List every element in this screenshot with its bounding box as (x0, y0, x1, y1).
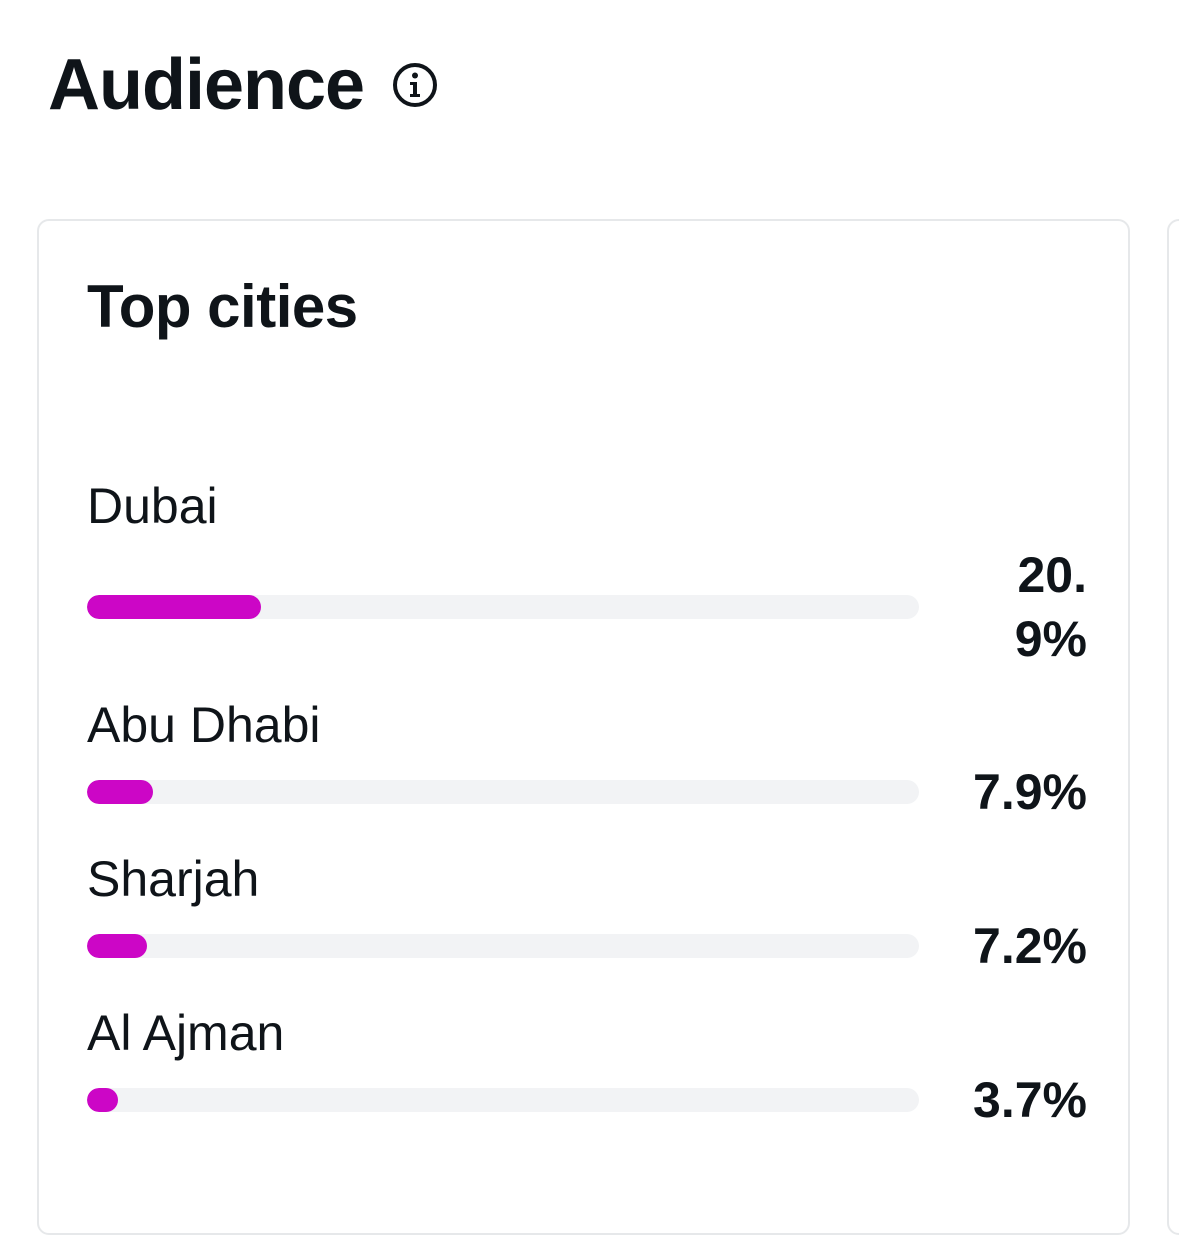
percent-bar-fill (87, 934, 147, 958)
percent-bar-track (87, 1088, 919, 1112)
page-header: Audience (48, 40, 438, 130)
percent-bar-track (87, 780, 919, 804)
percent-bar-track (87, 595, 919, 619)
city-name: Al Ajman (87, 1005, 285, 1061)
percent-bar-fill (87, 1088, 118, 1112)
next-card-edge[interactable] (1167, 219, 1179, 1235)
info-icon[interactable] (392, 62, 438, 108)
percent-value: 7.2% (973, 918, 1087, 974)
percent-value: 3.7% (973, 1072, 1087, 1128)
city-name: Sharjah (87, 851, 260, 907)
page-title: Audience (48, 45, 365, 125)
percent-bar-fill (87, 780, 153, 804)
top-cities-card: Top cities Dubai 20.9% Abu Dhabi 7.9% Sh… (37, 219, 1130, 1235)
city-name: Abu Dhabi (87, 697, 321, 753)
percent-bar-fill (87, 595, 261, 619)
percent-value: 7.9% (973, 764, 1087, 820)
card-title: Top cities (87, 273, 358, 340)
percent-value: 20.9% (1014, 547, 1087, 667)
city-name: Dubai (87, 478, 218, 534)
percent-bar-track (87, 934, 919, 958)
